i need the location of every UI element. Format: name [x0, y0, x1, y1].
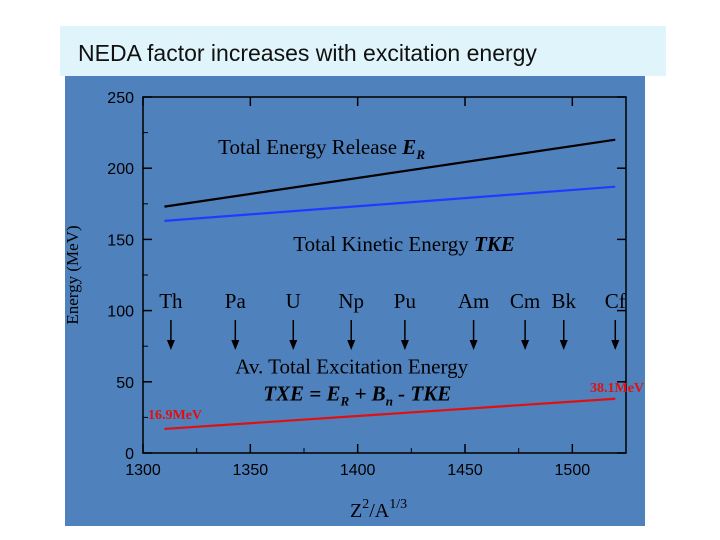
element-label-Cf: Cf [605, 289, 626, 313]
x-axis-label-exp2: 1/3 [389, 497, 407, 512]
y-axis-label: Energy (MeV) [63, 225, 82, 324]
txe-eq-lhs: TXE [263, 381, 304, 405]
element-arrow-head-Pa [231, 340, 240, 350]
element-label-Pu: Pu [394, 289, 417, 313]
x-axis-label-a: /A [369, 500, 390, 522]
er-label-var: E [401, 135, 416, 159]
element-label-Cm: Cm [510, 289, 540, 313]
txe-end-value: 38.1MeV [590, 381, 644, 396]
series-line-1 [164, 185, 616, 222]
y-tick-label-50: 50 [116, 375, 134, 392]
txe-eq-bn: B [371, 381, 386, 405]
element-arrow-head-Cf [611, 340, 620, 350]
y-tick-label-100: 100 [107, 304, 134, 321]
element-arrow-head-Np [347, 340, 356, 350]
x-tick-label-1450: 1450 [447, 462, 483, 479]
txe-equation: TXE = ER + Bn - TKE [263, 381, 451, 408]
tke-label: Total Kinetic Energy TKE [293, 232, 515, 256]
er-label-sub: R [415, 147, 425, 162]
y-tick-label-0: 0 [125, 446, 134, 463]
element-label-U: U [286, 289, 301, 313]
txe-eq-er: E [326, 381, 341, 405]
element-arrow-head-Th [166, 340, 175, 350]
series-line-2 [164, 397, 616, 431]
series-line-0 [164, 138, 616, 208]
element-label-Pa: Pa [225, 289, 247, 313]
y-tick-label-200: 200 [107, 161, 134, 178]
element-arrow-head-Bk [559, 340, 568, 350]
txe-eq-plus: + [349, 381, 371, 405]
y-tick-label-250: 250 [107, 90, 134, 107]
element-arrow-head-Pu [400, 340, 409, 350]
element-arrow-head-U [289, 340, 298, 350]
title-banner: NEDA factor increases with excitation en… [60, 26, 666, 76]
element-label-Np: Np [338, 289, 364, 313]
txe-start-value: 16.9MeV [148, 408, 202, 423]
x-tick-label-1350: 1350 [233, 462, 269, 479]
txe-eq-bn-sub: n [386, 393, 393, 408]
element-arrow-head-Cm [521, 340, 530, 350]
element-label-Am: Am [458, 289, 490, 313]
y-tick-label-150: 150 [107, 232, 134, 249]
tke-label-var: TKE [474, 232, 515, 256]
tke-label-text: Total Kinetic Energy [293, 232, 474, 256]
x-axis-label-z: Z [350, 500, 362, 522]
x-axis-label: Z2/A1/3 [350, 497, 407, 522]
x-tick-label-1500: 1500 [555, 462, 591, 479]
element-arrow-head-Am [469, 340, 478, 350]
er-label-text: Total Energy Release [218, 135, 402, 159]
txe-eq-er-sub: R [340, 393, 350, 408]
plot-panel [65, 76, 645, 526]
slide-title: NEDA factor increases with excitation en… [78, 40, 537, 66]
x-tick-label-1300: 1300 [125, 462, 161, 479]
element-label-Th: Th [159, 289, 183, 313]
x-tick-label-1400: 1400 [340, 462, 376, 479]
txe-eq-equals: = [304, 381, 326, 405]
element-label-Bk: Bk [551, 289, 576, 313]
txe-label-line1: Av. Total Excitation Energy [235, 354, 468, 378]
txe-eq-rest: - TKE [393, 381, 451, 405]
x-axis-label-exp1: 2 [362, 497, 369, 512]
er-label: Total Energy Release ER [218, 135, 425, 162]
